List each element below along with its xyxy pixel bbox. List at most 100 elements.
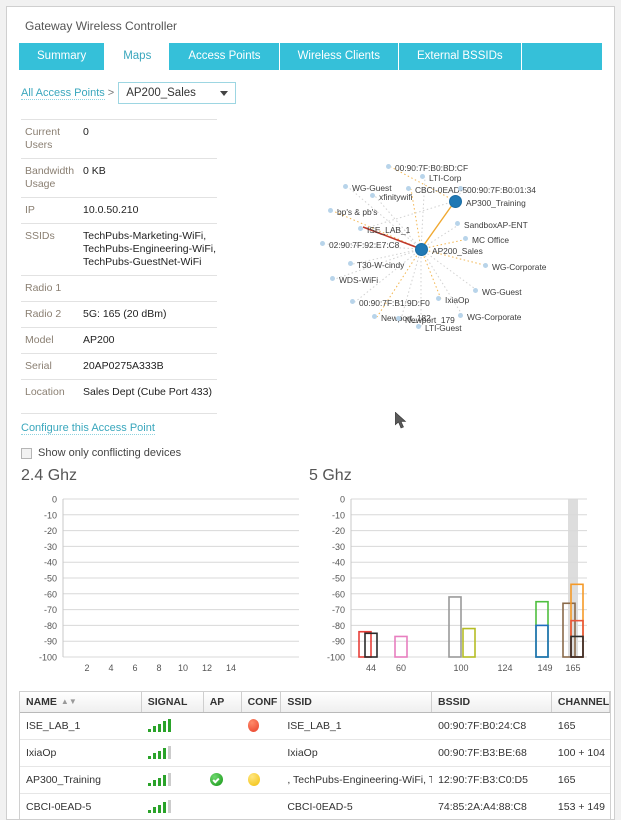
svg-text:44: 44	[366, 663, 376, 673]
check-circle-icon	[209, 773, 223, 787]
map-node-dot[interactable]	[396, 316, 401, 321]
cell-ssid: , TechPubs-Engineering-WiFi, Tecl	[287, 773, 433, 786]
map-node-dot[interactable]	[483, 263, 488, 268]
cell-ap	[204, 794, 242, 820]
cell-bssid: 00:90:7F:B3:BE:68	[438, 746, 527, 759]
column-header-ap[interactable]: AP	[204, 692, 242, 712]
cell-name: CBCI-0EAD-5	[26, 800, 92, 813]
column-header-signal[interactable]: SIGNAL	[142, 692, 204, 712]
svg-text:-60: -60	[44, 589, 57, 599]
map-node-dot[interactable]	[348, 261, 353, 266]
map-node-label: Newport_179	[405, 315, 455, 325]
map-node-dot[interactable]	[463, 236, 468, 241]
map-node-dot[interactable]	[343, 184, 348, 189]
configure-access-point-link[interactable]: Configure this Access Point	[21, 413, 217, 435]
map-node-label: CBCI-0EAD-5	[415, 185, 468, 195]
map-hub-node[interactable]	[415, 243, 428, 256]
detail-label: Radio 1	[25, 282, 62, 294]
map-node-label: 00:90:7F:B1:9D:F0	[359, 298, 430, 308]
mouse-cursor-icon	[395, 412, 407, 429]
detail-label: Bandwidth Usage	[25, 165, 75, 190]
cell-channel: 100 + 104	[557, 746, 605, 759]
svg-text:-10: -10	[44, 510, 57, 520]
tab-access-points[interactable]: Access Points	[170, 43, 280, 70]
column-header-channel[interactable]: CHANNEL	[552, 692, 610, 712]
map-node-dot[interactable]	[455, 221, 460, 226]
tab-maps[interactable]: Maps	[105, 43, 171, 70]
cell-channel: 165	[557, 773, 576, 786]
table-row[interactable]: IxiaOp IxiaOp 00:90:7F:B3:BE:68 100 + 104	[20, 740, 610, 767]
map-node-label: LTI-Guest	[425, 323, 462, 333]
breadcrumb-separator: >	[107, 87, 115, 99]
column-header-name[interactable]: NAME ▲▼	[20, 692, 142, 712]
map-node-dot[interactable]	[473, 288, 478, 293]
map-node-dot[interactable]	[350, 299, 355, 304]
map-node-dot[interactable]	[436, 296, 441, 301]
map-node-label: bp's & pb's	[337, 207, 378, 217]
tab-wireless-clients[interactable]: Wireless Clients	[280, 43, 399, 70]
map-node-dot[interactable]	[458, 313, 463, 318]
cell-signal	[142, 794, 204, 820]
column-header-conf[interactable]: CONF	[242, 692, 282, 712]
column-header-ssid[interactable]: SSID	[281, 692, 433, 712]
detail-value	[83, 282, 217, 295]
map-node-label: WDS-WiFi	[339, 275, 379, 285]
map-node-dot[interactable]	[330, 276, 335, 281]
breadcrumb: All Access Points > AP200_Sales	[7, 70, 614, 104]
conflict-filter-checkbox[interactable]	[21, 447, 32, 459]
svg-text:14: 14	[226, 663, 236, 673]
svg-text:-40: -40	[332, 558, 345, 568]
cell-ap	[204, 713, 242, 740]
cell-bssid: 74:85:2A:A4:88:C8	[438, 800, 527, 813]
window-title: Gateway Wireless Controller	[25, 19, 178, 33]
detail-row-ssids: SSIDs TechPubs-Marketing-WiFi, TechPubs-…	[21, 223, 217, 275]
network-map[interactable]: 00:90:7F:B0:BD:CF LTI-Corp WG-Guest CBCI-0E…	[307, 145, 607, 341]
detail-value: Sales Dept (Cube Port 433)	[83, 386, 212, 398]
map-node-dot[interactable]	[358, 226, 363, 231]
map-node-dot[interactable]	[406, 186, 411, 191]
svg-text:8: 8	[156, 663, 161, 673]
table-row[interactable]: ISE_LAB_1 ISE_LAB_1 00:90:7F:B0:24:C8 165	[20, 713, 610, 740]
map-node-dot[interactable]	[420, 174, 425, 179]
map-node-dot[interactable]	[372, 314, 377, 319]
map-hub-node[interactable]	[449, 195, 462, 208]
breadcrumb-all-access-points[interactable]: All Access Points	[21, 86, 105, 100]
cell-name: ISE_LAB_1	[26, 719, 81, 732]
svg-text:0: 0	[52, 495, 57, 505]
svg-text:12: 12	[202, 663, 212, 673]
column-header-label: NAME	[26, 696, 57, 708]
tab-summary[interactable]: Summary	[19, 43, 106, 70]
chart-24ghz: 0 -10 -20 -30 -40 -50 -60 -70 -80 -90 -100 2 4 6 8 10 12…	[21, 491, 311, 687]
svg-text:100: 100	[453, 663, 468, 673]
detail-value: 10.0.50.210	[83, 204, 139, 216]
cell-conf	[242, 794, 282, 820]
table-row[interactable]: CBCI-0EAD-5 CBCI-0EAD-5 74:85:2A:A4:88:C8 1…	[20, 794, 610, 820]
detail-row-location: Location Sales Dept (Cube Port 433)	[21, 379, 217, 405]
svg-text:-20: -20	[44, 526, 57, 536]
svg-text:-80: -80	[332, 621, 345, 631]
ap-select[interactable]: AP200_Sales	[118, 82, 237, 104]
map-node-dot[interactable]	[458, 186, 463, 191]
table-row[interactable]: AP300_Training , TechPubs-Engineering-WiF…	[20, 767, 610, 794]
map-node-dot[interactable]	[320, 241, 325, 246]
svg-text:-80: -80	[44, 621, 57, 631]
column-header-bssid[interactable]: BSSID	[432, 692, 552, 712]
cell-bssid: 00:90:7F:B0:24:C8	[438, 719, 527, 732]
map-node-dot[interactable]	[416, 324, 421, 329]
map-node-dot[interactable]	[328, 208, 333, 213]
cell-name: IxiaOp	[26, 746, 57, 759]
map-hub-label: AP300_Training	[466, 198, 526, 208]
detail-row-radio-2: Radio 2 5G: 165 (20 dBm)	[21, 301, 217, 327]
tab-external-bssids[interactable]: External BSSIDs	[399, 43, 522, 70]
svg-text:10: 10	[178, 663, 188, 673]
detail-value: 20AP0275A333B	[83, 360, 164, 372]
map-node-dot[interactable]	[370, 193, 375, 198]
detail-label: Location	[25, 386, 65, 398]
map-node-label: 02:90:7F:92:E7:C8	[329, 240, 400, 250]
map-node-dot[interactable]	[386, 164, 391, 169]
app-window: Gateway Wireless Controller Summary Maps…	[6, 6, 615, 820]
map-node-label: WG-Corporate	[467, 312, 522, 322]
detail-label: IP	[25, 204, 35, 216]
svg-text:-10: -10	[332, 510, 345, 520]
signal-strength-icon	[147, 794, 174, 820]
